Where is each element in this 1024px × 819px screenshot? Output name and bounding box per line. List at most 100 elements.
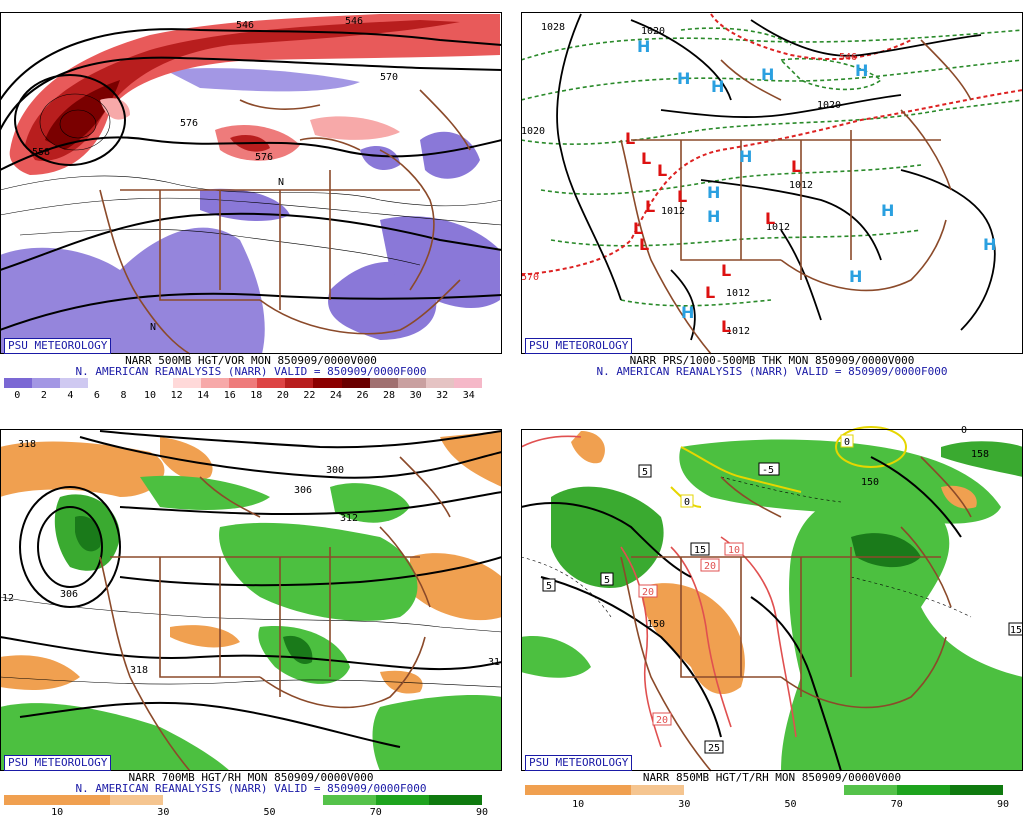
panel-title: NARR PRS/1000-500MB THK MON 850909/0000V… <box>629 354 915 367</box>
contour-label: 576 <box>255 152 273 163</box>
colorbar-swatch <box>57 795 111 805</box>
colorbar-swatch <box>313 378 342 388</box>
high-pressure-icon: H <box>707 207 720 226</box>
colorbar-swatch <box>110 795 164 805</box>
colorbar-ticks: 10 30 50 70 90 <box>525 799 1009 811</box>
contour-label: 570 <box>380 72 398 83</box>
colorbar-tick-label: 12 <box>170 390 183 401</box>
contour-label: 546 <box>236 20 254 31</box>
low-pressure-icon: L <box>639 235 649 254</box>
low-pressure-icon: L <box>633 219 643 238</box>
contour-label: 300 <box>326 465 344 476</box>
psu-meteorology-badge: PSU METEOROLOGY <box>4 755 112 771</box>
colorbar-tick-label: 70 <box>369 807 382 818</box>
contour-label: 20 <box>704 561 716 572</box>
colorbar-ticks: 0 2 4 6 8 10 12 14 16 18 20 22 24 26 28 30 32 34 <box>4 390 482 402</box>
colorbar-swatch <box>425 378 454 388</box>
contour-label: 318 <box>130 665 148 676</box>
low-pressure-icon: L <box>765 209 775 228</box>
contour-label: -5 <box>762 465 774 476</box>
colorbar-swatch <box>172 378 201 388</box>
colorbar-swatch <box>790 785 844 795</box>
contour-label: 5 <box>546 581 552 592</box>
colorbar <box>4 795 482 805</box>
colorbar-swatch <box>60 378 89 388</box>
colorbar-swatch <box>375 795 429 805</box>
colorbar-tick-label: 22 <box>303 390 316 401</box>
contour-label: 31 <box>488 657 500 668</box>
panel-title: NARR 850MB HGT/T/RH MON 850909/0000V000 <box>642 771 902 784</box>
panel-500mb-vorticity: 546 546 570 558 576 576 N N PSU METEOROL… <box>0 0 502 402</box>
colorbar-swatch <box>32 378 61 388</box>
isobar-label: 1012 <box>661 206 685 217</box>
isobar-label: 1028 <box>541 22 565 33</box>
contour-label: 558 <box>32 147 50 158</box>
isobar-label: 1012 <box>766 222 790 233</box>
high-pressure-icon: H <box>677 69 690 88</box>
map-thickness: 1028 1020 1020 1020 1012 1012 1012 1012 … <box>521 12 1023 355</box>
colorbar-swatch <box>341 378 370 388</box>
colorbar-swatch <box>216 795 270 805</box>
low-pressure-icon: L <box>721 261 731 280</box>
contour-label: N <box>278 177 284 188</box>
colorbar-tick-label: 34 <box>462 390 475 401</box>
low-pressure-icon: L <box>705 283 715 302</box>
contour-label: 576 <box>180 118 198 129</box>
isobar-label: 1020 <box>817 100 841 111</box>
colorbar-swatch <box>428 795 482 805</box>
colorbar-swatch <box>631 785 685 795</box>
high-pressure-icon: H <box>681 303 694 322</box>
colorbar-tick-label: 10 <box>572 799 585 810</box>
psu-meteorology-badge: PSU METEOROLOGY <box>4 338 112 354</box>
high-pressure-icon: H <box>707 183 720 202</box>
colorbar-tick-label: 10 <box>144 390 157 401</box>
colorbar-tick-label: 24 <box>329 390 342 401</box>
contour-label: 0 <box>684 497 690 508</box>
isobar-label: 1012 <box>726 326 750 337</box>
colorbar-swatch <box>896 785 950 795</box>
low-pressure-icon: L <box>641 149 651 168</box>
colorbar-swatch <box>322 795 376 805</box>
low-pressure-icon: L <box>657 161 667 180</box>
contour-label: 15 <box>1010 625 1022 636</box>
colorbar-swatch <box>525 785 579 795</box>
colorbar-swatch <box>229 378 258 388</box>
colorbar-swatch <box>88 378 117 388</box>
high-pressure-icon: H <box>881 201 894 220</box>
contour-label: 150 <box>647 619 665 630</box>
colorbar <box>525 785 1003 795</box>
isobar-label: 1012 <box>726 288 750 299</box>
colorbar-swatch <box>269 795 323 805</box>
contour-label: 25 <box>708 743 720 754</box>
colorbar-tick-label: 16 <box>223 390 236 401</box>
contour-label: 158 <box>971 449 989 460</box>
thickness-label: 570 <box>521 272 539 283</box>
colorbar-tick-label: 2 <box>40 390 47 401</box>
colorbar-swatch <box>4 378 33 388</box>
contour-label: N <box>150 322 156 333</box>
contour-label: 5 <box>604 575 610 586</box>
colorbar-tick-label: 6 <box>93 390 100 401</box>
colorbar-swatch <box>578 785 632 795</box>
isobar-label: 1012 <box>789 180 813 191</box>
colorbar-swatch <box>737 785 791 795</box>
contour-label: 306 <box>294 485 312 496</box>
panel-title: NARR 500MB HGT/VOR MON 850909/0000V000 <box>125 354 377 367</box>
colorbar-tick-label: 20 <box>276 390 289 401</box>
contour-label: 318 <box>18 439 36 450</box>
colorbar-tick-label: 4 <box>67 390 74 401</box>
contour-label: 312 <box>340 513 358 524</box>
low-pressure-icon: L <box>625 129 635 148</box>
panel-pressure-thickness: 1028 1020 1020 1020 1012 1012 1012 1012 … <box>521 0 1023 402</box>
colorbar-tick-label: 18 <box>250 390 263 401</box>
colorbar-swatch <box>200 378 229 388</box>
high-pressure-icon: H <box>711 77 724 96</box>
high-pressure-icon: H <box>849 267 862 286</box>
low-pressure-icon: L <box>721 317 731 336</box>
contour-label: 546 <box>345 16 363 27</box>
contour-label: 20 <box>642 587 654 598</box>
colorbar-swatch <box>369 378 398 388</box>
panel-subtitle: N. AMERICAN REANALYSIS (NARR) VALID = 85… <box>75 365 427 378</box>
high-pressure-icon: H <box>983 235 996 254</box>
colorbar-tick-label: 30 <box>678 799 691 810</box>
